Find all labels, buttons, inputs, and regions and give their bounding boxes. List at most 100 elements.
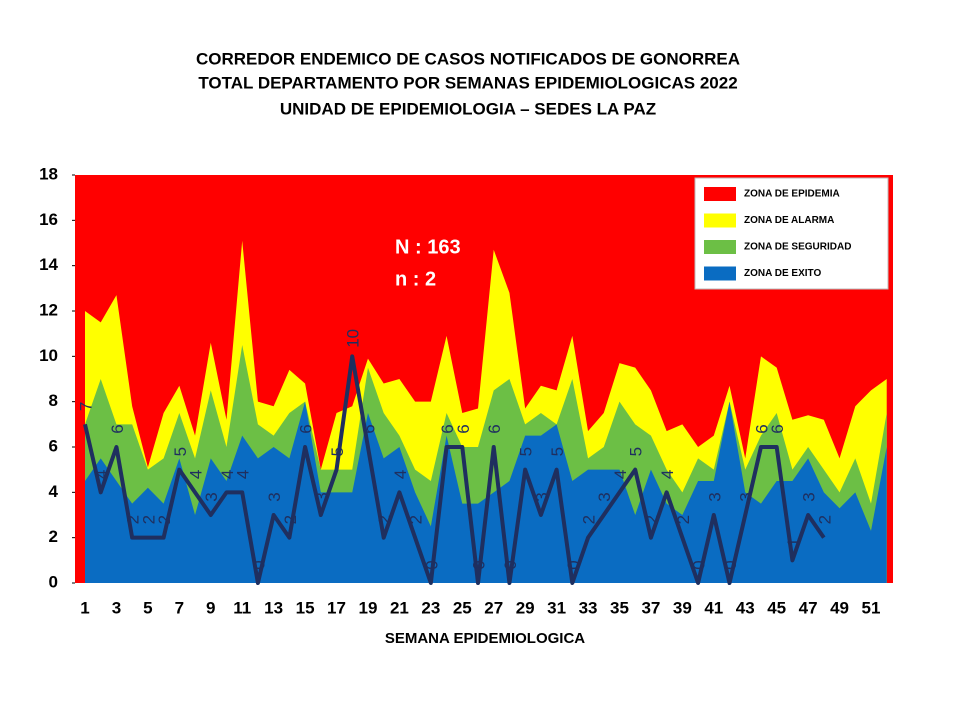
y-tick-label: 2 [49, 527, 58, 546]
data-label: 6 [108, 424, 127, 433]
data-label: 3 [265, 492, 284, 501]
y-tick-label: 16 [39, 210, 58, 229]
x-tick-label: 43 [736, 598, 755, 617]
data-label: 4 [234, 470, 253, 479]
x-tick-label: 13 [264, 598, 283, 617]
data-label: 5 [171, 447, 190, 456]
cases-line [83, 354, 826, 585]
y-tick-label: 8 [49, 391, 58, 410]
x-axis-title: SEMANA EPIDEMIOLOGICA [385, 630, 585, 647]
y-tick-label: 0 [49, 572, 58, 591]
y-tick-label: 12 [39, 300, 58, 319]
data-label: 3 [705, 492, 724, 501]
x-tick-label: 41 [704, 598, 723, 617]
data-label: 5 [328, 447, 347, 456]
data-label: 10 [344, 329, 363, 348]
data-label: 2 [124, 515, 143, 524]
y-tick-label: 18 [39, 164, 58, 183]
x-tick-label: 3 [112, 598, 121, 617]
y-tick-label: 6 [49, 436, 58, 455]
legend-swatch [704, 187, 736, 201]
legend-label: ZONA DE ALARMA [744, 215, 834, 226]
y-tick-label: 4 [49, 482, 59, 501]
data-label: 0 [469, 560, 488, 569]
x-tick-label: 47 [799, 598, 818, 617]
legend-label: ZONA DE SEGURIDAD [744, 242, 851, 253]
x-tick-label: 15 [296, 598, 315, 617]
data-label: 3 [312, 492, 331, 501]
data-label: 2 [139, 515, 158, 524]
data-label: 3 [737, 492, 756, 501]
data-label: 0 [422, 560, 441, 569]
data-label: 2 [580, 515, 599, 524]
x-tick-label: 1 [80, 598, 89, 617]
data-label: 2 [815, 515, 834, 524]
x-tick-label: 5 [143, 598, 152, 617]
legend-label: ZONA DE EXITO [744, 268, 821, 279]
data-label: 3 [532, 492, 551, 501]
data-label: 4 [218, 470, 237, 479]
x-tick-label: 21 [390, 598, 409, 617]
data-label: 6 [454, 424, 473, 433]
chart-title: TOTAL DEPARTAMENTO POR SEMANAS EPIDEMIOL… [198, 73, 737, 92]
legend-label: ZONA DE EPIDEMIA [744, 189, 840, 200]
data-label: 6 [438, 424, 457, 433]
x-tick-label: 45 [767, 598, 786, 617]
x-tick-label: 27 [484, 598, 503, 617]
data-label: 6 [768, 424, 787, 433]
x-tick-label: 31 [547, 598, 566, 617]
legend: ZONA DE EPIDEMIA ZONA DE ALARMA ZONA DE SE… [694, 177, 889, 290]
data-label: 3 [800, 492, 819, 501]
chart-title: CORREDOR ENDEMICO DE CASOS NOTIFICADOS D… [196, 49, 740, 68]
x-tick-label: 25 [453, 598, 472, 617]
x-tick-label: 7 [175, 598, 184, 617]
legend-swatch [704, 213, 736, 228]
data-label: 0 [721, 560, 740, 569]
x-tick-label: 33 [579, 598, 598, 617]
y-tick-label: 10 [39, 346, 58, 365]
data-label: 2 [674, 515, 693, 524]
x-tick-label: 11 [233, 598, 251, 617]
data-label: 2 [407, 515, 426, 524]
data-label: 4 [391, 470, 410, 479]
data-label: 3 [202, 492, 221, 501]
data-label: 0 [249, 560, 268, 569]
data-label: 0 [690, 560, 709, 569]
x-tick-label: 9 [206, 598, 215, 617]
data-label: 4 [611, 470, 630, 479]
legend-swatch [704, 240, 736, 254]
data-label: 6 [359, 424, 378, 433]
data-label: 0 [564, 560, 583, 569]
x-tick-label: 29 [516, 598, 535, 617]
annotation: N : 163 [395, 236, 461, 258]
data-label: 2 [155, 515, 174, 524]
data-label: 7 [76, 402, 95, 411]
data-label: 5 [627, 447, 646, 456]
legend-swatch [704, 266, 736, 281]
x-tick-label: 49 [830, 598, 849, 617]
data-label: 5 [548, 447, 567, 456]
x-tick-label: 19 [358, 598, 377, 617]
data-label: 6 [752, 424, 771, 433]
x-tick-label: 23 [421, 598, 440, 617]
data-label: 2 [375, 515, 394, 524]
data-label: 5 [517, 447, 536, 456]
x-tick-label: 39 [673, 598, 692, 617]
data-label: 2 [642, 515, 661, 524]
x-tick-label: 51 [862, 598, 881, 617]
x-tick-label: 35 [610, 598, 629, 617]
data-label: 4 [187, 470, 206, 479]
x-tick-label: 37 [641, 598, 660, 617]
data-label: 3 [595, 492, 614, 501]
zone-area [85, 401, 887, 583]
data-label: 6 [297, 424, 316, 433]
data-label: 4 [92, 470, 111, 479]
data-label: 0 [501, 560, 520, 569]
data-label: 6 [485, 424, 504, 433]
data-label: 1 [784, 538, 803, 547]
annotation: n : 2 [395, 268, 436, 290]
data-label: 4 [658, 470, 677, 479]
y-tick-label: 14 [39, 255, 58, 274]
x-tick-label: 17 [327, 598, 346, 617]
